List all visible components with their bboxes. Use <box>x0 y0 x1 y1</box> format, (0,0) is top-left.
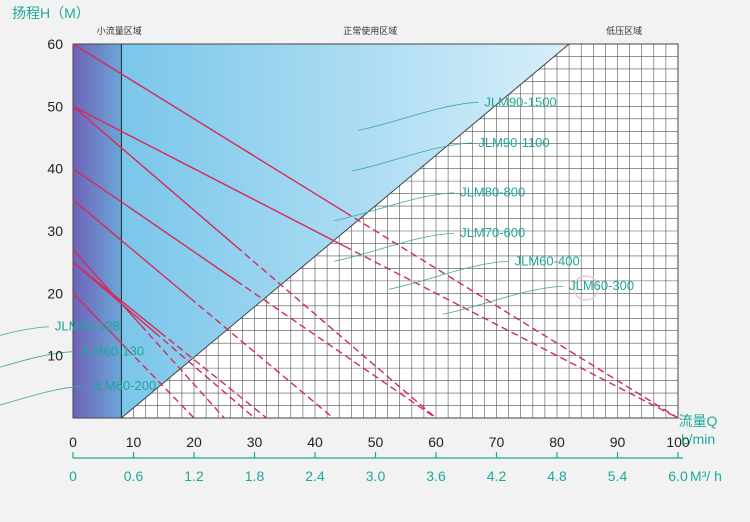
curve-dashed-JLM90-1500 <box>344 211 679 419</box>
plot-border <box>72 43 679 419</box>
x2-tick-label: 2.4 <box>305 468 325 484</box>
y-tick-label: 30 <box>47 223 63 239</box>
zone-title-0: 小流量区域 <box>97 25 142 36</box>
x2-tick-label: 1.8 <box>245 468 265 484</box>
leader-line-JLM90-1500 <box>358 101 479 131</box>
curve-dashed-JLM90-1100 <box>344 245 679 419</box>
x-axis-unit-bottom: M³/ h <box>690 468 722 484</box>
zone-title-1: 正常使用区域 <box>343 25 397 36</box>
curve-dashed-JLM60-200 <box>159 331 268 419</box>
x2-tick-label: 6.0 <box>668 468 688 484</box>
x-tick-label: 30 <box>247 434 263 450</box>
x-tick-label: 10 <box>126 434 142 450</box>
normal-use-zone <box>121 44 570 418</box>
y-tick-label: 40 <box>47 161 63 177</box>
curve-label-JLM80-800: JLM80-800 <box>460 185 525 200</box>
x2-tick-label: 5.4 <box>608 468 628 484</box>
x-tick-label: 20 <box>186 434 202 450</box>
leader-line-JLM90-1100 <box>352 142 473 172</box>
curve-label-JLM60-200: JLM60-200 <box>91 378 156 393</box>
curve-label-JLM90-1100: JLM90-1100 <box>478 135 549 150</box>
x-axis-unit-top: L/min <box>681 431 715 447</box>
x2-tick-label: 3.0 <box>366 468 386 484</box>
x-tick-label: 80 <box>549 434 565 450</box>
x-tick-label: 40 <box>307 434 323 450</box>
x2-tick-label: 0.6 <box>124 468 144 484</box>
y-tick-label: 50 <box>47 98 63 114</box>
curve-label-JLM60-130: JLM60-130 <box>79 344 144 359</box>
leader-line-JLM60-300 <box>443 285 564 315</box>
leader-line-JLM60-200 <box>0 385 86 406</box>
x-tick-label: 50 <box>368 434 384 450</box>
leader-line-JLM60-130 <box>0 351 74 368</box>
curve-label-JLM60-400: JLM60-400 <box>515 253 580 268</box>
curve-solid-JLM90-1100 <box>72 105 346 248</box>
leader-line-JLM80-800 <box>334 192 455 222</box>
curve-label-JLM90-1500: JLM90-1500 <box>484 94 556 109</box>
leader-line-JLM60-400 <box>388 260 509 290</box>
x-tick-label: 90 <box>610 434 626 450</box>
x2-tick-label: 0 <box>69 468 77 484</box>
x2-tick-label: 4.8 <box>547 468 567 484</box>
x-tick-label: 60 <box>428 434 444 450</box>
watermark-circle-icon <box>573 275 599 301</box>
leader-line-JLM70-600 <box>334 232 455 262</box>
curve-solid-JLM80-800 <box>72 105 237 248</box>
low-pressure-boundary <box>121 43 570 419</box>
y-tick-label: 60 <box>47 36 63 52</box>
y-axis-title: 扬程H（M） <box>12 5 90 21</box>
curve-solid-JLM60-128 <box>72 292 128 350</box>
curve-dashed-JLM60-400 <box>189 297 334 419</box>
curve-label-JLM70-600: JLM70-600 <box>460 225 525 240</box>
curve-solid-JLM60-400 <box>72 199 191 299</box>
leader-line-JLM60-128 <box>0 326 49 336</box>
zone-title-2: 低压区域 <box>606 25 642 36</box>
y-tick-label: 20 <box>47 285 63 301</box>
curve-label-JLM60-128: JLM60-128 <box>55 319 120 334</box>
x-axis-title: 流量Q <box>679 413 718 429</box>
curve-solid-JLM90-1500 <box>72 43 346 213</box>
curve-solid-JLM60-130 <box>72 249 142 326</box>
low-flow-zone <box>73 44 122 418</box>
x2-tick-label: 1.2 <box>184 468 204 484</box>
x-tick-label: 100 <box>666 434 690 450</box>
curve-dashed-JLM70-600 <box>235 280 437 419</box>
curve-label-JLM60-300: JLM60-300 <box>569 278 634 293</box>
curve-dashed-JLM60-128 <box>126 348 195 419</box>
x-tick-label: 0 <box>69 434 77 450</box>
curve-solid-JLM70-600 <box>72 168 237 282</box>
x2-tick-label: 4.2 <box>487 468 507 484</box>
x-tick-label: 70 <box>489 434 505 450</box>
curve-solid-JLM60-200 <box>72 261 161 333</box>
x2-tick-label: 3.6 <box>426 468 446 484</box>
y-tick-label: 10 <box>47 348 63 364</box>
curve-dashed-JLM60-130 <box>140 324 225 419</box>
